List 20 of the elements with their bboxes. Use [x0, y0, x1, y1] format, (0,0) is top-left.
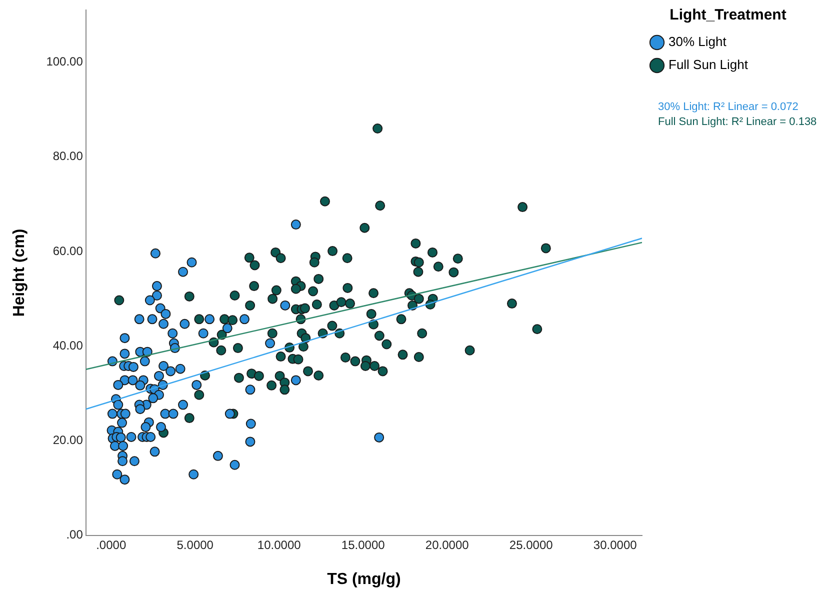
- legend-label: 30% Light: [668, 34, 727, 50]
- x-tick-label: .0000: [96, 538, 126, 552]
- y-tick-label: .00: [66, 528, 84, 542]
- text: 30% Light: R² Linear = 0.072: [658, 100, 800, 115]
- x-tick-label: 25.0000: [509, 538, 554, 552]
- y-tick-label: 60.00: [52, 244, 84, 258]
- y-tick-label: 100.00: [46, 54, 84, 69]
- legend-title: Light_Treatment: [670, 6, 786, 24]
- x-tick-label: 30.0000: [593, 538, 638, 552]
- y-axis-title: Height (cm): [11, 228, 28, 317]
- x-tick-label: 10.0000: [257, 538, 302, 552]
- text: Full Sun Light: R² Linear = 0.138: [658, 115, 817, 130]
- x-tick-label: 15.0000: [341, 538, 386, 552]
- y-tick-label: 40.00: [52, 338, 84, 352]
- legend-label: Full Sun Light: [668, 57, 748, 72]
- x-tick-label: 20.0000: [425, 538, 470, 552]
- x-tick-label: 5.0000: [176, 538, 214, 552]
- y-tick-label: 20.00: [52, 433, 84, 448]
- x-axis-title: TS (mg/g): [327, 570, 401, 588]
- y-tick-label: 80.00: [52, 149, 84, 164]
